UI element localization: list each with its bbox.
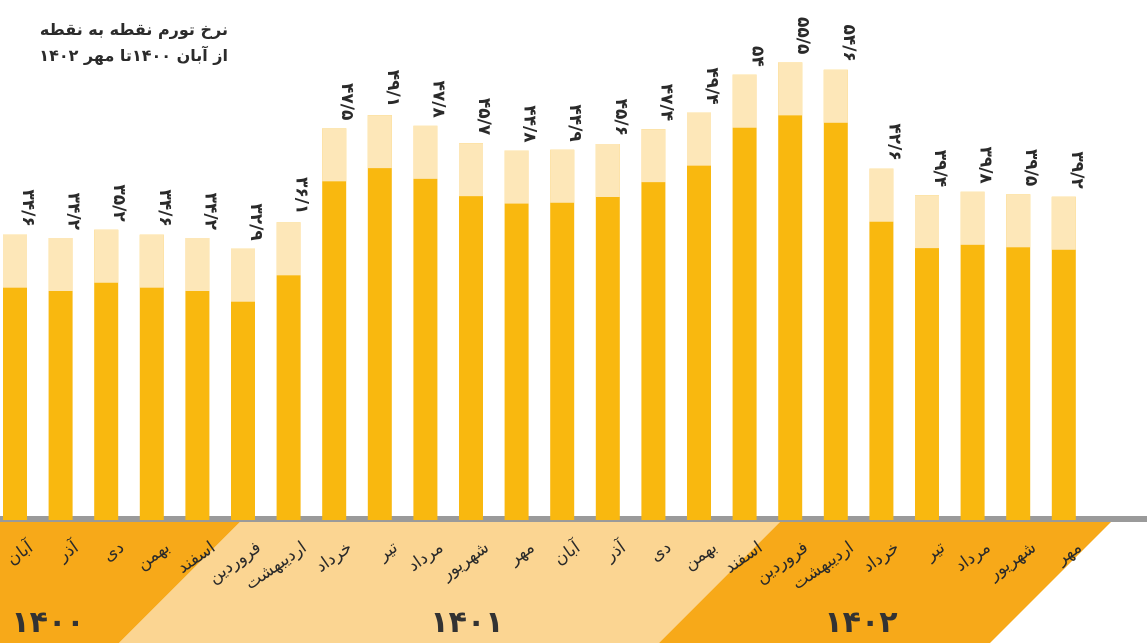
value-label: ۳۴/۶ — [18, 189, 38, 226]
value-label: ۴۷/۸ — [428, 81, 448, 119]
bar — [459, 143, 483, 520]
bar — [960, 191, 985, 520]
value-label: ۴۹/۴ — [702, 67, 722, 104]
value-label: ۴۲/۶ — [884, 123, 904, 160]
bar-highlight — [185, 238, 210, 291]
bar-highlight — [550, 149, 575, 203]
bar — [869, 168, 894, 520]
value-label: ۴۴/۹ — [565, 104, 585, 142]
year-band-1401 — [119, 522, 780, 643]
value-label: ۳۲/۹ — [246, 203, 266, 241]
value-label: ۴۵/۶ — [611, 99, 631, 136]
value-labels: ۳۴/۶ ۳۴/۲ ۳۵/۲ ۳۴/۶ ۳۴/۲ ۳۲/۹ ۳۶/۱ ۴۷/۵ ۴۹/۱ ۴۷/۸… — [18, 17, 1087, 241]
bar-highlight — [778, 62, 803, 116]
value-label: ۳۹/۵ — [1021, 149, 1041, 186]
bar-highlight — [413, 125, 438, 179]
value-label: ۳۹/۴ — [930, 150, 950, 187]
bar-highlight — [960, 191, 985, 245]
value-label: ۳۶/۱ — [292, 177, 312, 214]
year-label: ۱۴۰۲ — [824, 605, 897, 640]
bar — [1051, 196, 1076, 521]
bar-highlight — [1051, 196, 1076, 250]
year-band-1400 — [0, 522, 240, 643]
year-band-1402 — [659, 522, 1111, 643]
bar-highlight — [322, 128, 347, 182]
bar — [595, 144, 620, 520]
value-label: ۴۴/۸ — [520, 105, 540, 143]
value-label: ۵۵/۵ — [793, 17, 813, 54]
bar-highlight — [3, 234, 27, 288]
bar — [322, 128, 347, 521]
bar — [687, 112, 711, 521]
bar-highlight — [732, 74, 757, 128]
bar — [1006, 194, 1031, 520]
bar — [641, 129, 666, 520]
value-label: ۳۹/۸ — [976, 146, 996, 184]
bar — [823, 69, 848, 520]
bar-highlight — [504, 150, 529, 204]
bar-highlight — [48, 238, 73, 291]
chart-subtitle: از آبان ۱۴۰۰تا مهر ۱۴۰۲ — [39, 46, 228, 65]
bar — [732, 74, 757, 520]
year-label: ۱۴۰۱ — [430, 605, 503, 640]
value-label: ۳۹/۲ — [1067, 151, 1087, 189]
bar-highlight — [687, 112, 711, 166]
value-label: ۵۴/۶ — [839, 24, 859, 61]
value-label: ۵۴ — [748, 46, 768, 67]
bar — [367, 115, 392, 520]
value-label: ۳۴/۲ — [64, 193, 84, 231]
bar-highlight — [367, 115, 392, 169]
bar-highlight — [139, 234, 164, 288]
value-label: ۳۴/۲ — [200, 193, 220, 231]
bar-highlight — [823, 69, 848, 123]
bar-highlight — [869, 168, 894, 222]
year-bands — [0, 516, 1147, 643]
value-label: ۴۹/۱ — [383, 70, 403, 107]
value-label: ۳۵/۲ — [109, 184, 129, 222]
bar-highlight — [276, 222, 301, 276]
bar-highlight — [595, 144, 620, 197]
value-label: ۴۵/۷ — [474, 98, 494, 136]
bar-highlight — [641, 129, 666, 183]
bar-highlight — [1006, 194, 1031, 248]
bar-highlight — [915, 195, 939, 249]
bar — [504, 150, 529, 520]
chart-title: نرخ تورم نقطه به نقطه — [39, 20, 228, 39]
bar — [413, 125, 438, 520]
bar-highlight — [94, 229, 119, 283]
bar-highlight — [459, 143, 483, 197]
year-labels: ۱۴۰۰ ۱۴۰۱ ۱۴۰۲ — [11, 605, 897, 640]
year-label: ۱۴۰۰ — [11, 605, 84, 640]
bar-group — [3, 62, 1076, 521]
value-label: ۳۴/۶ — [155, 189, 175, 226]
bar — [915, 195, 939, 520]
value-label: ۴۷/۵ — [337, 83, 357, 120]
bar — [778, 62, 803, 521]
bar — [550, 149, 575, 521]
bar-highlight — [231, 248, 255, 302]
value-label: ۴۷/۴ — [656, 84, 676, 121]
